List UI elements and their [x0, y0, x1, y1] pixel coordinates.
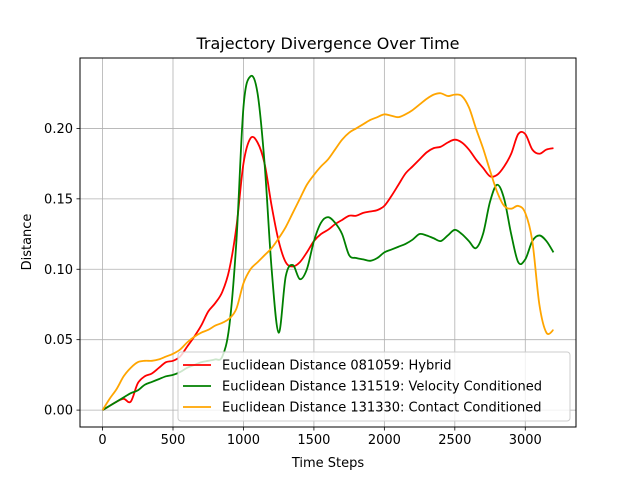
x-axis-title: Time Steps: [291, 456, 365, 471]
x-tick-label: 2500: [438, 433, 471, 448]
x-tick-label: 500: [161, 433, 186, 448]
y-tick-label: 0.00: [44, 404, 73, 419]
x-tick-label: 1500: [297, 433, 330, 448]
y-axis: 0.00 0.05 0.10 0.15 0.20: [44, 122, 80, 419]
legend: Euclidean Distance 081059: Hybrid Euclide…: [177, 351, 571, 422]
legend-label-1: Euclidean Distance 081059: Hybrid: [222, 359, 451, 374]
y-tick-label: 0.10: [44, 263, 73, 278]
x-tick-label: 0: [98, 433, 106, 448]
x-tick-label: 3000: [509, 433, 542, 448]
legend-label-2: Euclidean Distance 131519: Velocity Cond…: [222, 380, 542, 395]
chart-title: Trajectory Divergence Over Time: [195, 34, 459, 53]
legend-box: [177, 351, 571, 422]
x-axis: 0 500 1000 1500 2000 2500 3000: [98, 427, 542, 448]
y-tick-label: 0.05: [44, 333, 73, 348]
x-tick-label: 2000: [368, 433, 401, 448]
plot-frame: [79, 57, 577, 428]
y-tick-label: 0.20: [44, 122, 73, 137]
series-line-3: [101, 92, 555, 411]
y-tick-label: 0.15: [44, 192, 73, 207]
legend-label-3: Euclidean Distance 131330: Contact Condi…: [222, 401, 542, 416]
x-tick-label: 1000: [227, 433, 260, 448]
y-axis-title: Distance: [20, 214, 35, 271]
